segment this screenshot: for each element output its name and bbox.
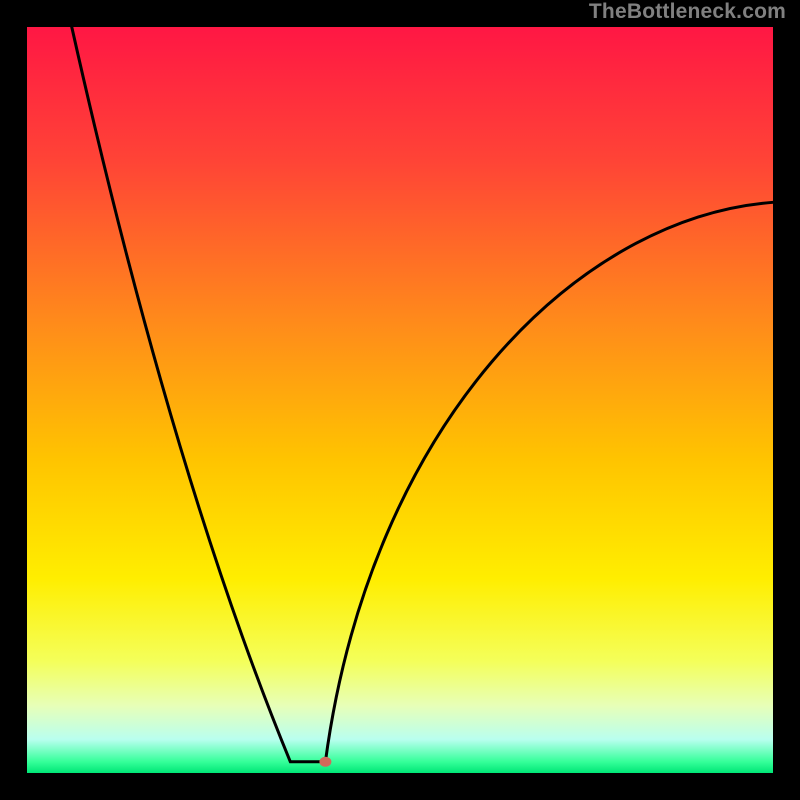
watermark-text: TheBottleneck.com [589,0,786,24]
bottleneck-chart [0,0,800,800]
plot-background [27,27,773,773]
chart-stage: TheBottleneck.com [0,0,800,800]
optimum-marker [319,757,331,767]
